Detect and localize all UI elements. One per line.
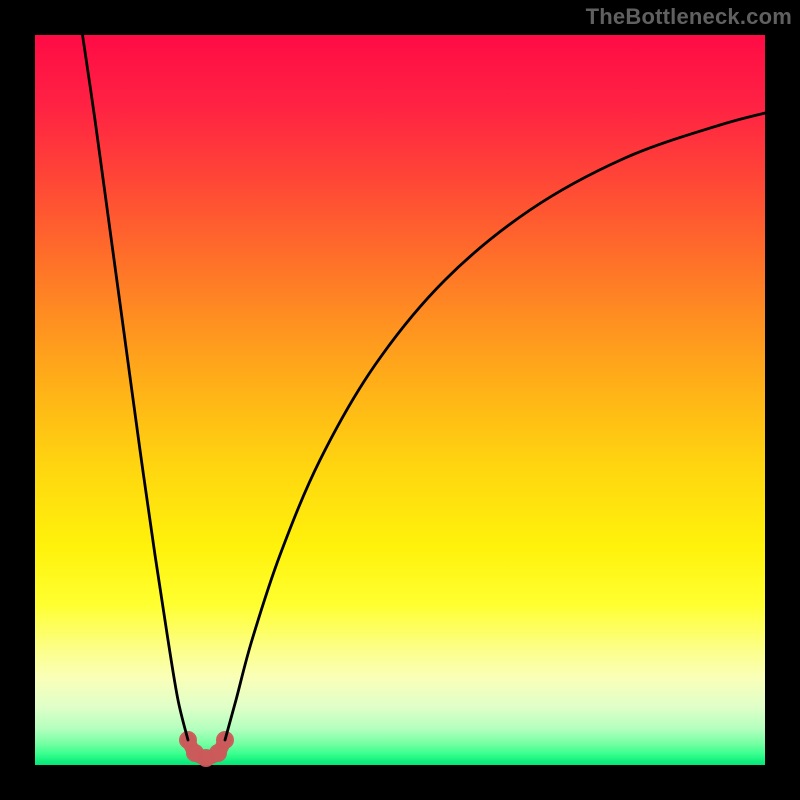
bottleneck-curve-plot [0,0,800,800]
chart-container: TheBottleneck.com [0,0,800,800]
watermark-text: TheBottleneck.com [586,4,792,30]
